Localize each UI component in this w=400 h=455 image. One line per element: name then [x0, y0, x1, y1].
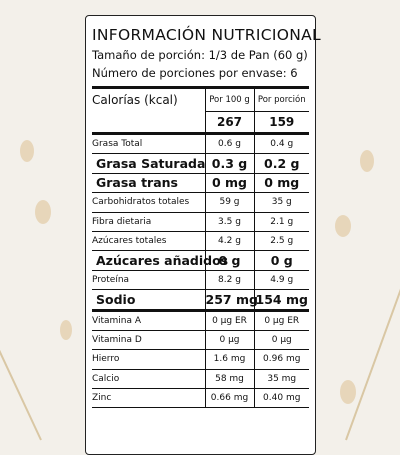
rule [92, 86, 309, 89]
nutrition-label: INFORMACIÓN NUTRICIONAL Tamaño de porció… [85, 15, 321, 455]
cell: 2.5 g [253, 231, 309, 252]
column-header: Por 100 g [204, 89, 254, 112]
cell: 0.4 g [253, 133, 309, 155]
nutrient-name: Hierro [92, 349, 205, 370]
cell: 2.1 g [253, 212, 309, 232]
cell: 4.9 g [253, 270, 309, 291]
title: INFORMACIÓN NUTRICIONAL [92, 26, 321, 44]
cell: 0 µg ER [204, 310, 254, 331]
cell: 159 [253, 111, 309, 135]
nutrient-name: Fibra dietaria [92, 212, 205, 232]
nutrient-name: Carbohidratos totales [92, 192, 205, 213]
cell: 0 µg [253, 330, 309, 351]
grain-decor [35, 200, 51, 224]
cell: 0 g [253, 250, 309, 271]
nutrient-row: Carbohidratos totales 59 g 35 g [92, 192, 309, 213]
nutrient-name: Azúcares añadidos [92, 250, 228, 271]
page: INFORMACIÓN NUTRICIONAL Tamaño de porció… [0, 15, 400, 455]
cell: 1.6 mg [204, 349, 254, 370]
nutrient-row: Zinc 0.66 mg 0.40 mg [92, 388, 309, 409]
grain-decor [340, 380, 356, 404]
serving-size: Tamaño de porción: 1/3 de Pan (60 g) [92, 48, 308, 62]
cell: 267 [204, 111, 254, 135]
nutrient-name: Grasa Saturada [92, 153, 205, 174]
grain-decor [335, 215, 351, 237]
nutrient-row: Proteína 8.2 g 4.9 g [92, 270, 309, 291]
nutrient-name: Sodio [92, 289, 205, 312]
cell: 0.66 mg [204, 388, 254, 409]
cell: 0 mg [204, 173, 254, 194]
nutrient-row: Hierro 1.6 mg 0.96 mg [92, 349, 309, 370]
cell: 154 mg [253, 289, 309, 312]
nutrient-row: Sodio 257 mg 154 mg [92, 289, 309, 312]
cell: 0.40 mg [253, 388, 309, 409]
nutrient-name: Zinc [92, 388, 205, 409]
cell: 0 µg ER [253, 310, 309, 331]
cell: 0.3 g [204, 153, 254, 174]
cell: 0.96 mg [253, 349, 309, 370]
column-header: Por porción [253, 89, 309, 112]
nutrient-name: Grasa Total [92, 133, 205, 155]
nutrient-row: Calcio 58 mg 35 mg [92, 369, 309, 390]
servings: Número de porciones por envase: 6 [92, 66, 298, 80]
nutrient-row: Azúcares totales 4.2 g 2.5 g [92, 231, 309, 252]
nutrient-name: Calcio [92, 369, 205, 390]
cell: 0.6 g [204, 133, 254, 155]
cell: 4.2 g [204, 231, 254, 252]
nutrient-name: Vitamina D [92, 330, 205, 351]
cell: 0 µg [204, 330, 254, 351]
nutrient-row: Fibra dietaria 3.5 g 2.1 g [92, 212, 309, 232]
grain-decor [60, 320, 72, 340]
cell: 257 mg [204, 289, 258, 312]
cell: 35 g [253, 192, 309, 213]
nutrient-row: Grasa trans 0 mg 0 mg [92, 173, 309, 194]
cell: 35 mg [253, 369, 309, 390]
nutrient-name: Azúcares totales [92, 231, 205, 252]
cell: 8.2 g [204, 270, 254, 291]
grain-decor [20, 140, 34, 162]
nutrient-row: Grasa Saturada 0.3 g 0.2 g [92, 153, 309, 174]
grain-decor [360, 150, 374, 172]
cell: 0.2 g [253, 153, 309, 174]
wheat-decor [0, 240, 42, 441]
nutrition-table: Calorías (kcal) Por 100 g Por porción 267 1… [92, 89, 309, 409]
nutrient-name: Grasa trans [92, 173, 205, 194]
cell: 59 g [204, 192, 254, 213]
nutrient-name: Proteína [92, 270, 205, 291]
cell: 3.5 g [204, 212, 254, 232]
nutrient-name: Vitamina A [92, 310, 205, 331]
cell: 0 g [204, 250, 254, 271]
cell: 0 mg [253, 173, 309, 194]
calories-label: Calorías (kcal) [92, 93, 178, 108]
nutrient-row: Grasa Total 0.6 g 0.4 g [92, 133, 309, 155]
cell: 58 mg [204, 369, 254, 390]
